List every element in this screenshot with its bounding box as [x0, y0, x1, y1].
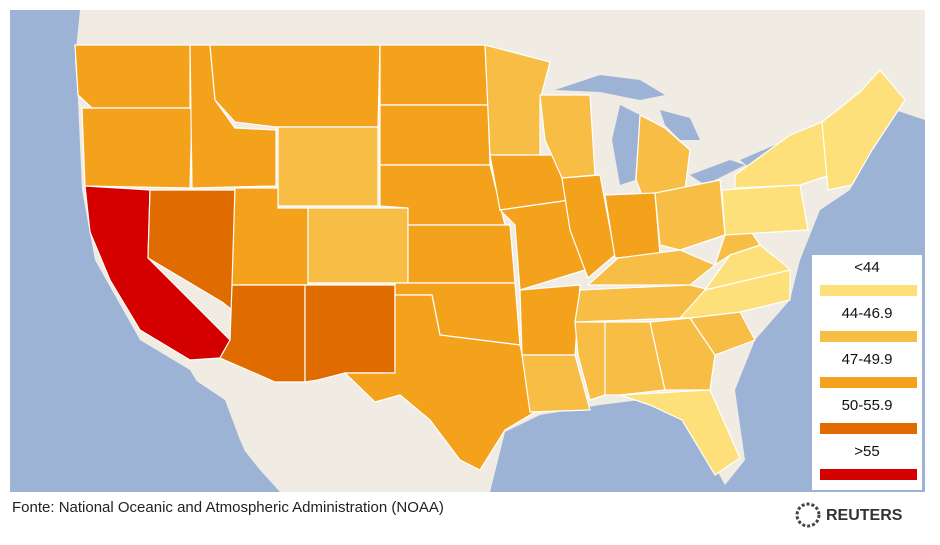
legend-swatch — [820, 469, 917, 480]
legend-label: 50-55.9 — [842, 397, 893, 414]
state — [721, 184, 809, 236]
legend-label: 44-46.9 — [842, 305, 893, 322]
state — [654, 179, 726, 251]
legend-swatch — [820, 377, 917, 388]
state — [604, 321, 666, 396]
logo: REUTERS — [795, 502, 903, 528]
state — [304, 284, 396, 383]
state — [379, 104, 491, 166]
legend-swatch — [820, 423, 917, 434]
state — [821, 69, 906, 191]
logo-mark — [795, 502, 821, 528]
legend-label: 47-49.9 — [842, 351, 893, 368]
state — [484, 44, 551, 156]
state — [714, 229, 761, 266]
state — [81, 107, 193, 189]
state — [147, 189, 236, 311]
state — [277, 126, 379, 207]
state — [407, 224, 516, 284]
legend-label: >55 — [854, 443, 879, 460]
state — [649, 317, 716, 391]
state — [521, 354, 591, 413]
state — [344, 294, 536, 471]
legend-label: <44 — [854, 259, 879, 276]
source-note: Fonte: National Oceanic and Atmospheric … — [12, 499, 444, 516]
pacific-ocean — [10, 10, 280, 492]
legend-swatch — [820, 285, 917, 296]
legend: <44 44-46.9 47-49.9 50-55.9 >55 — [820, 259, 917, 480]
state — [604, 192, 661, 259]
state — [379, 44, 489, 106]
legend-swatch — [820, 331, 917, 342]
gulf-of-california — [195, 380, 262, 490]
logo-text: REUTERS — [826, 507, 903, 524]
great-lakes — [555, 75, 785, 185]
state — [499, 199, 586, 291]
state — [574, 321, 606, 401]
state — [587, 249, 716, 286]
states — [74, 44, 906, 476]
state — [307, 207, 409, 284]
state — [209, 44, 381, 128]
state — [704, 244, 791, 291]
state — [619, 389, 741, 476]
state — [519, 284, 581, 356]
state — [561, 174, 616, 279]
state — [74, 44, 191, 109]
